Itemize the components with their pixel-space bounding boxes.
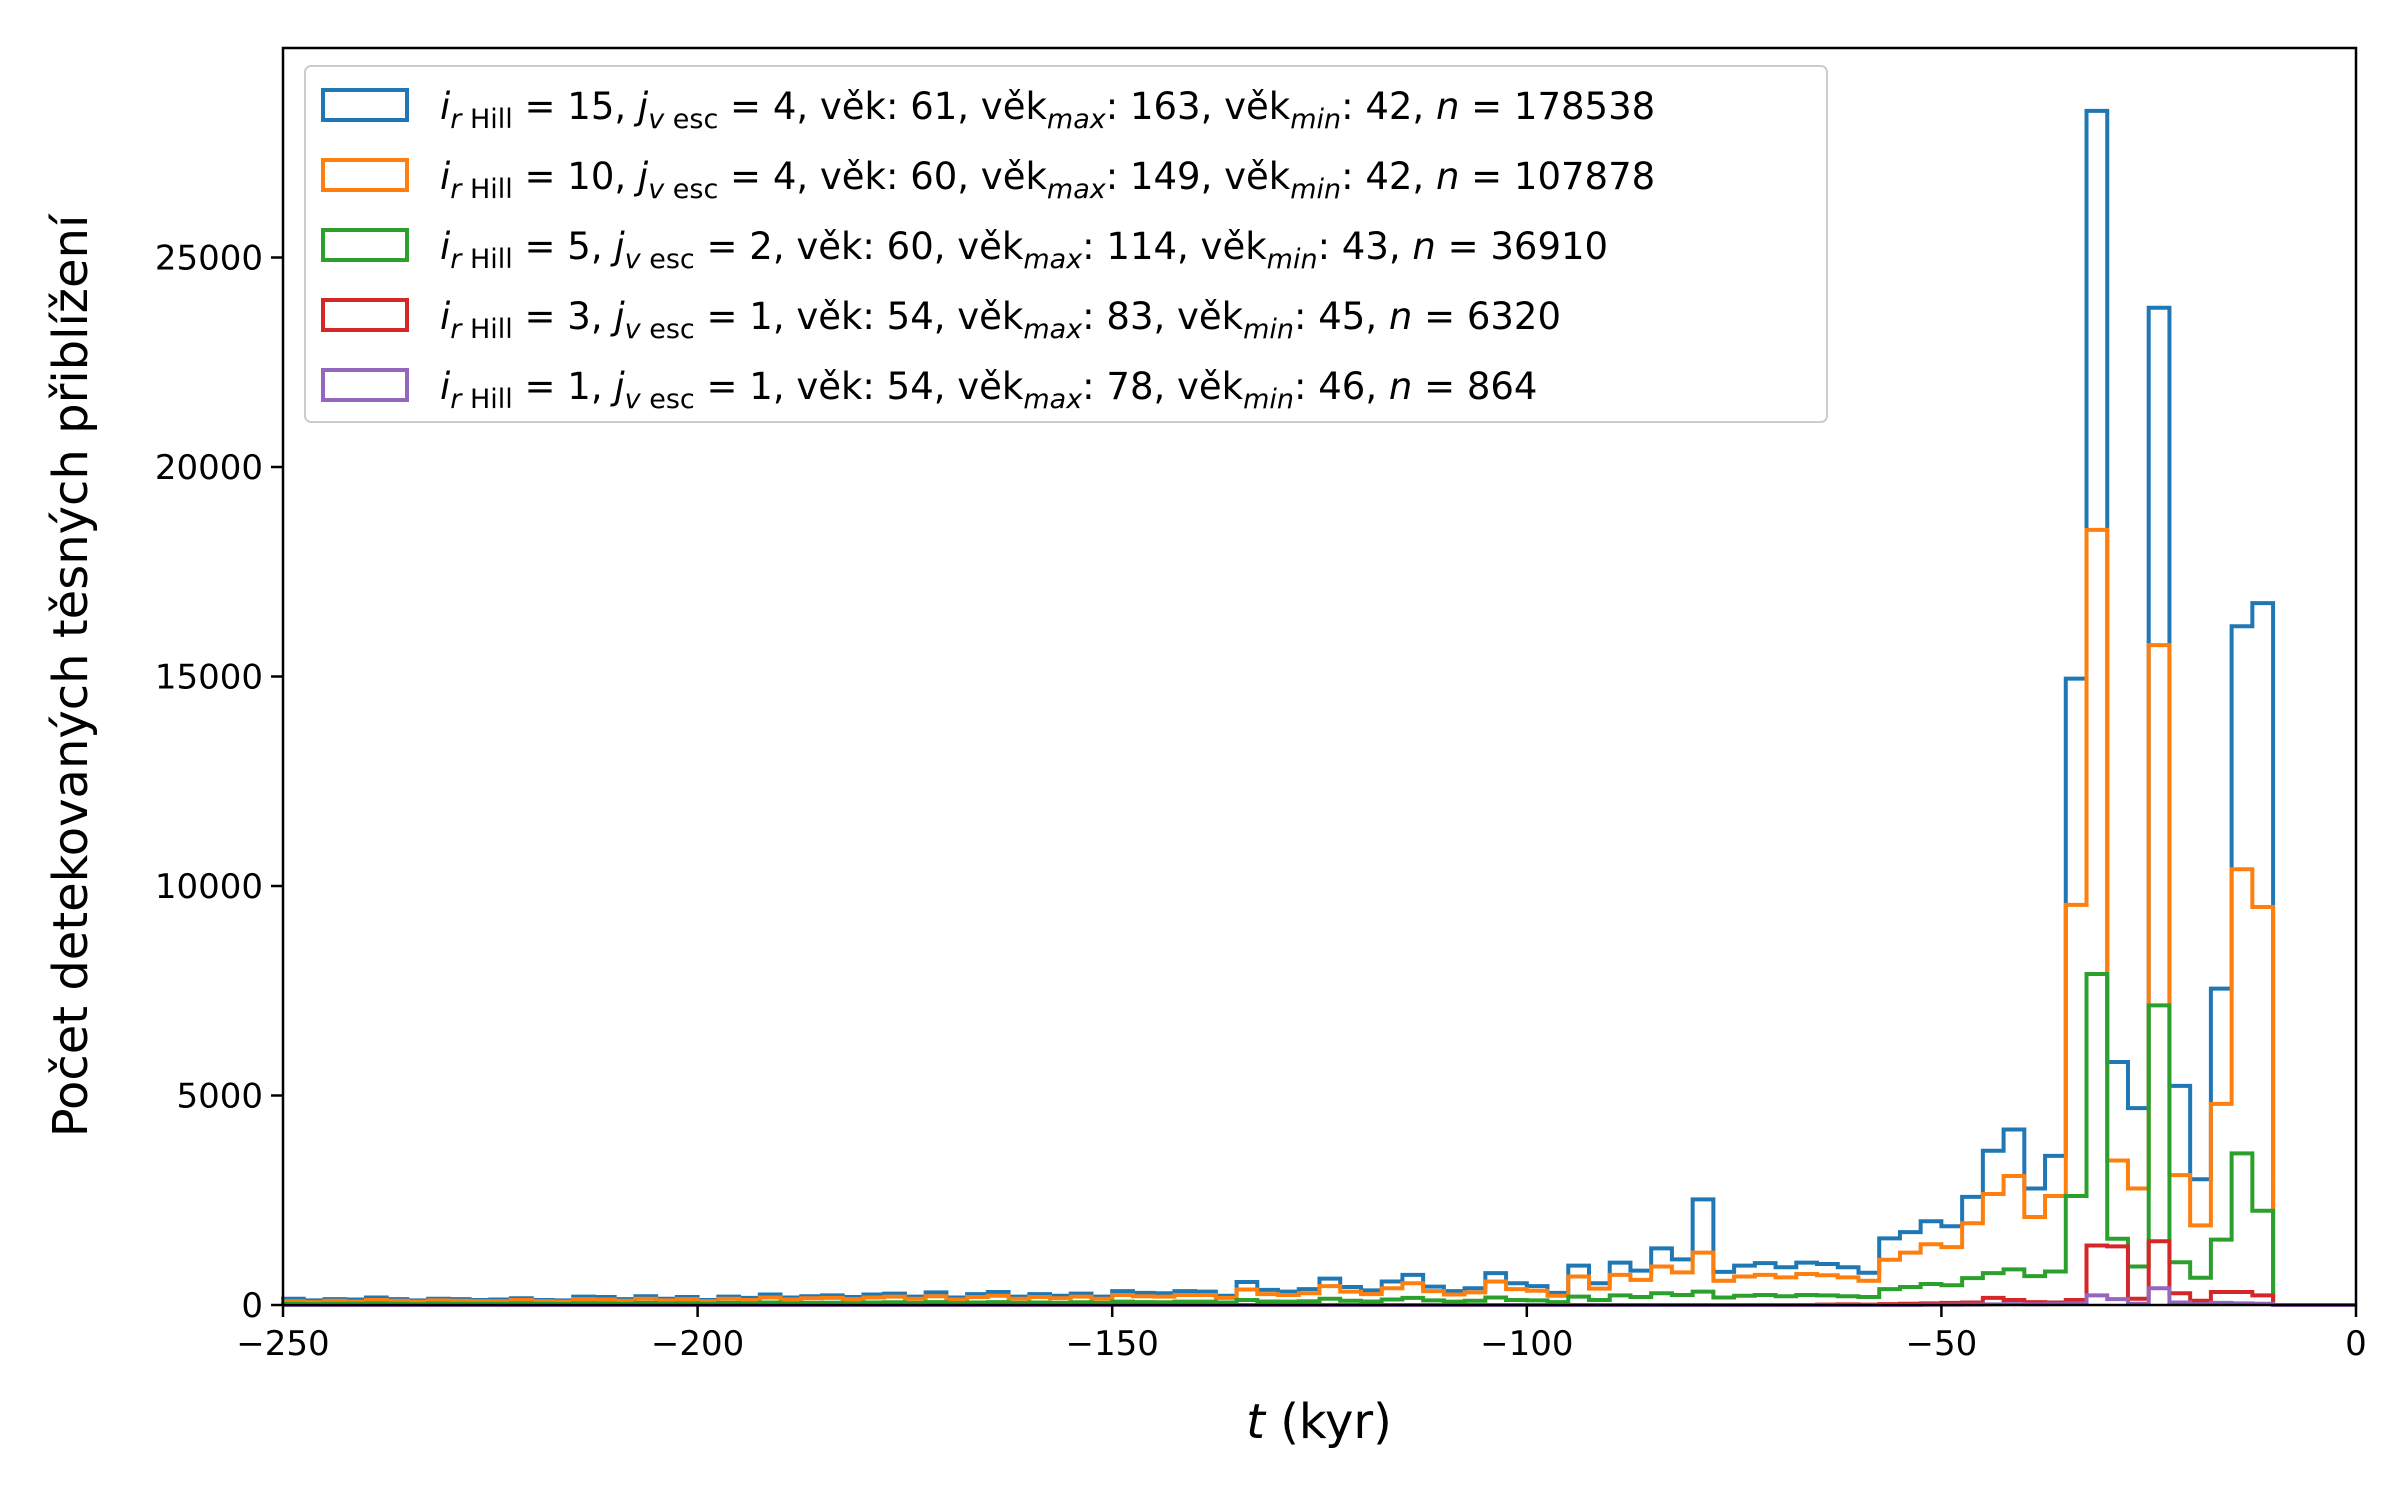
x-tick-label: −50 [1906,1324,1978,1364]
legend-swatch-2 [321,158,409,192]
y-tick-label: 10000 [155,867,263,907]
x-axis-unit: (kyr) [1265,1394,1392,1450]
legend-entry-5: ir Hill = 1, jv esc = 1, věk: 54, věkmax… [440,365,1537,415]
y-tick-label: 20000 [155,448,263,488]
legend-swatch-5 [321,368,409,402]
x-tick-label: 0 [2345,1324,2367,1364]
x-axis-ticks: −250 −200 −150 −100 −50 0 [236,1305,2367,1364]
legend: ir Hill = 15, jv esc = 4, věk: 61, věkma… [304,65,1828,423]
y-tick-label: 5000 [176,1077,263,1117]
legend-swatch-1 [321,88,409,122]
y-tick-label: 15000 [155,658,263,698]
series-2-step-line [281,527,2356,1307]
x-axis-label: t (kyr) [1246,1394,1392,1450]
legend-frame [304,65,1828,423]
x-axis-variable: t [1246,1394,1267,1450]
legend-entry-1: ir Hill = 15, jv esc = 4, věk: 61, věkma… [440,85,1655,135]
legend-swatch-4 [321,298,409,332]
legend-entry-2: ir Hill = 10, jv esc = 4, věk: 60, věkma… [440,155,1655,205]
legend-entry-3: ir Hill = 5, jv esc = 2, věk: 60, věkmax… [440,225,1608,275]
x-tick-label: −150 [1066,1324,1159,1364]
y-tick-label: 25000 [155,239,263,279]
series-3-step-line [281,971,2356,1307]
y-axis-label: Počet detekovaných těsných přiblížení [43,213,99,1137]
x-tick-label: −100 [1480,1324,1573,1364]
legend-swatch-3 [321,228,409,262]
y-tick-label: 0 [241,1286,263,1326]
legend-entry-4: ir Hill = 3, jv esc = 1, věk: 54, věkmax… [440,295,1561,345]
x-tick-label: −250 [236,1324,329,1364]
x-tick-label: −200 [651,1324,744,1364]
y-axis-ticks: 0 5000 10000 15000 20000 25000 [155,239,283,1326]
